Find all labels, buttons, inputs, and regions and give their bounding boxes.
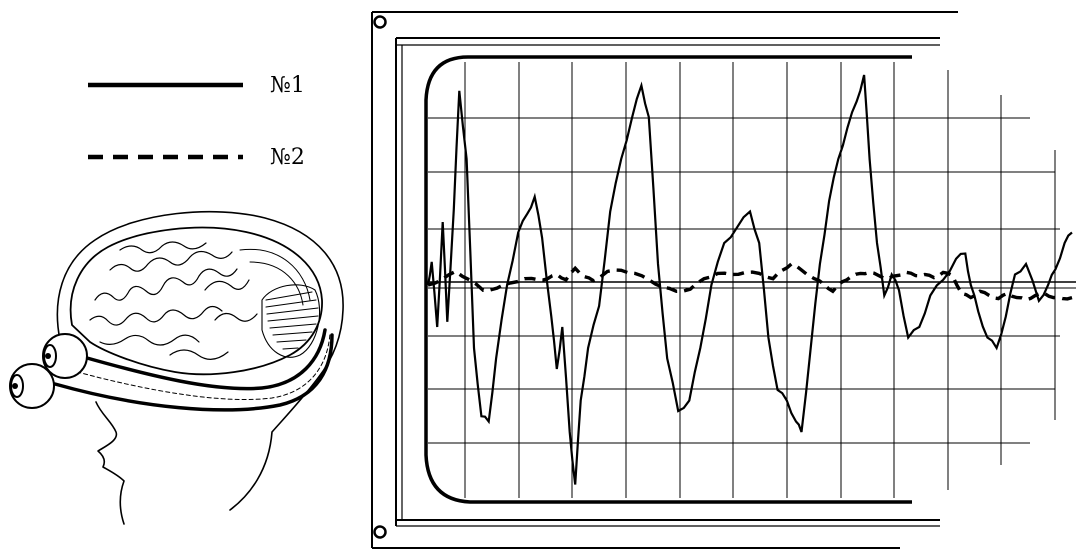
oscilloscope-grid	[428, 62, 1076, 498]
screw-top-left	[373, 15, 387, 29]
nerve-fiber	[239, 248, 311, 306]
trace-1-solid	[426, 74, 1073, 485]
brain-outline	[69, 226, 323, 376]
legend: №1 №2	[88, 73, 305, 170]
legend-label-2: №2	[270, 145, 305, 170]
screen-crt-outline	[424, 55, 912, 504]
legend-label-1: №1	[270, 73, 305, 98]
optic-nerve-guide	[69, 332, 331, 401]
screw-bottom-left	[373, 525, 387, 539]
optic-nerve-upper	[78, 328, 327, 391]
face-outline	[56, 210, 344, 525]
left-eyeball	[9, 363, 55, 409]
brain-folds	[89, 241, 258, 360]
trace-2-dashed	[427, 262, 1073, 302]
head-with-brain-and-eyes-illustration	[9, 210, 344, 525]
right-eyeball	[42, 333, 88, 379]
cerebellum	[261, 284, 321, 358]
optic-nerve-lower	[53, 333, 334, 412]
oscilloscope-screen	[371, 11, 1076, 549]
